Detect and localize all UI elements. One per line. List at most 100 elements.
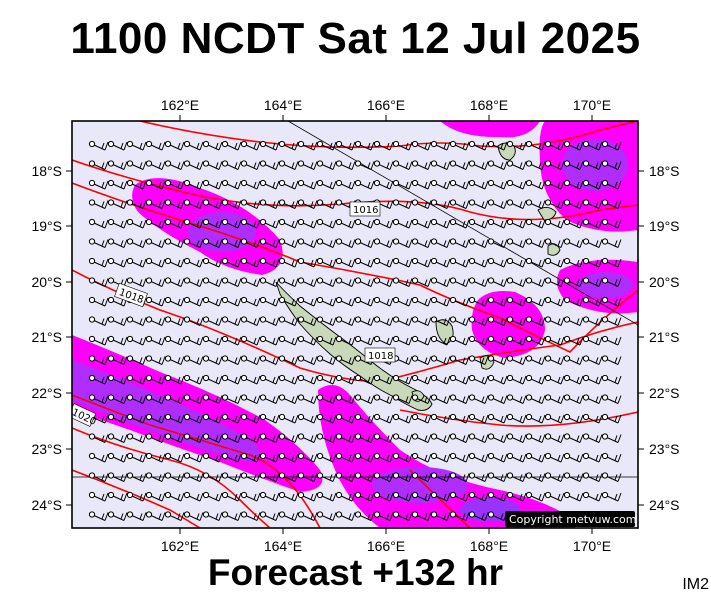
- wind-barb: [449, 199, 470, 209]
- wind-barb: [297, 140, 318, 151]
- wind-barb: [145, 218, 166, 229]
- wind-barb: [164, 452, 185, 463]
- wind-barb: [582, 179, 603, 190]
- wind-barb: [335, 394, 356, 404]
- wind-barb: [335, 257, 356, 268]
- wind-barb: [202, 160, 223, 170]
- wind-barb: [487, 218, 508, 229]
- wind-barb: [145, 374, 166, 385]
- wind-barb: [316, 218, 337, 229]
- wind-barb: [316, 257, 337, 268]
- wind-barb: [145, 199, 166, 209]
- wind-barb: [373, 316, 394, 326]
- wind-barbs: [88, 140, 622, 521]
- wind-barb: [506, 160, 527, 170]
- wind-barb: [582, 433, 603, 443]
- wind-barb: [373, 374, 394, 385]
- wind-barb: [107, 511, 128, 521]
- lon-label-164-bottom: 164°E: [264, 538, 302, 554]
- wind-barb: [316, 238, 337, 248]
- wind-barb: [354, 335, 375, 346]
- wind-barb: [411, 335, 432, 346]
- wind-barb: [335, 277, 356, 287]
- wind-barb: [411, 218, 432, 229]
- wind-barb: [221, 511, 242, 521]
- wind-barb: [278, 452, 299, 463]
- wind-barb: [449, 433, 470, 443]
- wind-barb: [411, 355, 432, 365]
- wind-barb: [411, 491, 432, 502]
- wind-barb: [525, 316, 546, 326]
- wind-barb: [373, 511, 394, 521]
- wind-barb: [392, 511, 413, 521]
- map-title: 1100 NCDT Sat 12 Jul 2025: [70, 14, 641, 63]
- wind-barb: [297, 491, 318, 502]
- wind-barb: [449, 374, 470, 385]
- wind-barb: [240, 199, 261, 209]
- forecast-hour-label: Forecast +132 hr: [207, 552, 504, 593]
- wind-barb: [563, 491, 584, 502]
- wind-barb: [449, 238, 470, 248]
- wind-barb: [202, 491, 223, 502]
- isobar-6: [72, 469, 201, 528]
- wind-barb: [126, 374, 147, 385]
- wind-barb: [297, 277, 318, 287]
- wind-barb: [544, 199, 565, 209]
- wind-barb: [392, 238, 413, 248]
- wind-barb: [240, 179, 261, 190]
- wind-barb: [221, 296, 242, 307]
- wind-barb: [259, 316, 280, 326]
- lat-label-21-left: 21°S: [31, 329, 62, 345]
- wind-barb: [278, 374, 299, 385]
- wind-barb: [430, 433, 451, 443]
- wind-barb: [297, 179, 318, 190]
- wind-barb: [278, 433, 299, 443]
- wind-barb: [411, 394, 432, 404]
- wind-barb: [221, 374, 242, 385]
- wind-barb: [88, 472, 109, 482]
- wind-barb: [259, 218, 280, 229]
- wind-barb: [202, 277, 223, 287]
- wind-barb: [88, 140, 109, 151]
- wind-barb: [240, 394, 261, 404]
- lon-labels-bottom: 162°E 164°E 166°E 168°E 170°E: [161, 538, 611, 554]
- wind-barb: [563, 374, 584, 385]
- wind-barb: [88, 452, 109, 463]
- lat-label-22-left: 22°S: [31, 385, 62, 401]
- wind-barb: [392, 218, 413, 229]
- wind-barb: [259, 257, 280, 268]
- wind-barb: [601, 335, 622, 346]
- wind-barb: [145, 413, 166, 424]
- wind-barb: [221, 277, 242, 287]
- wind-barb: [126, 491, 147, 502]
- wind-barb: [487, 257, 508, 268]
- wind-barb: [487, 140, 508, 151]
- wind-barb: [392, 277, 413, 287]
- wind-barb: [582, 296, 603, 307]
- isobar-4: [72, 394, 321, 528]
- wind-barb: [468, 296, 489, 307]
- wind-barb: [297, 394, 318, 404]
- wind-barb: [544, 238, 565, 248]
- wind-barb: [544, 218, 565, 229]
- lat-label-24-right: 24°S: [649, 497, 680, 513]
- lat-labels-right: 18°S 19°S 20°S 21°S 22°S 23°S 24°S: [649, 163, 680, 513]
- wind-barb: [430, 218, 451, 229]
- wind-barb: [88, 433, 109, 443]
- wind-barb: [354, 257, 375, 268]
- wind-barb: [506, 452, 527, 463]
- wind-barb: [582, 413, 603, 424]
- wind-barb: [525, 394, 546, 404]
- wind-barb: [506, 355, 527, 365]
- wind-barb: [430, 452, 451, 463]
- wind-barb: [449, 140, 470, 151]
- wind-barb: [259, 296, 280, 307]
- wind-barb: [202, 199, 223, 209]
- wind-barb: [316, 199, 337, 209]
- wind-barb: [145, 394, 166, 404]
- wind-barb: [525, 277, 546, 287]
- wind-barb: [430, 296, 451, 307]
- wind-barb: [525, 413, 546, 424]
- lat-label-20-right: 20°S: [649, 274, 680, 290]
